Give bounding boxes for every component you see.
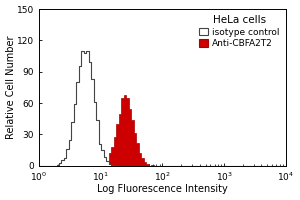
Polygon shape [39, 95, 286, 166]
Y-axis label: Relative Cell Number: Relative Cell Number [6, 36, 16, 139]
X-axis label: Log Fluorescence Intensity: Log Fluorescence Intensity [97, 184, 228, 194]
Legend: isotype control, Anti-CBFA2T2: isotype control, Anti-CBFA2T2 [198, 14, 281, 50]
Polygon shape [39, 51, 286, 166]
